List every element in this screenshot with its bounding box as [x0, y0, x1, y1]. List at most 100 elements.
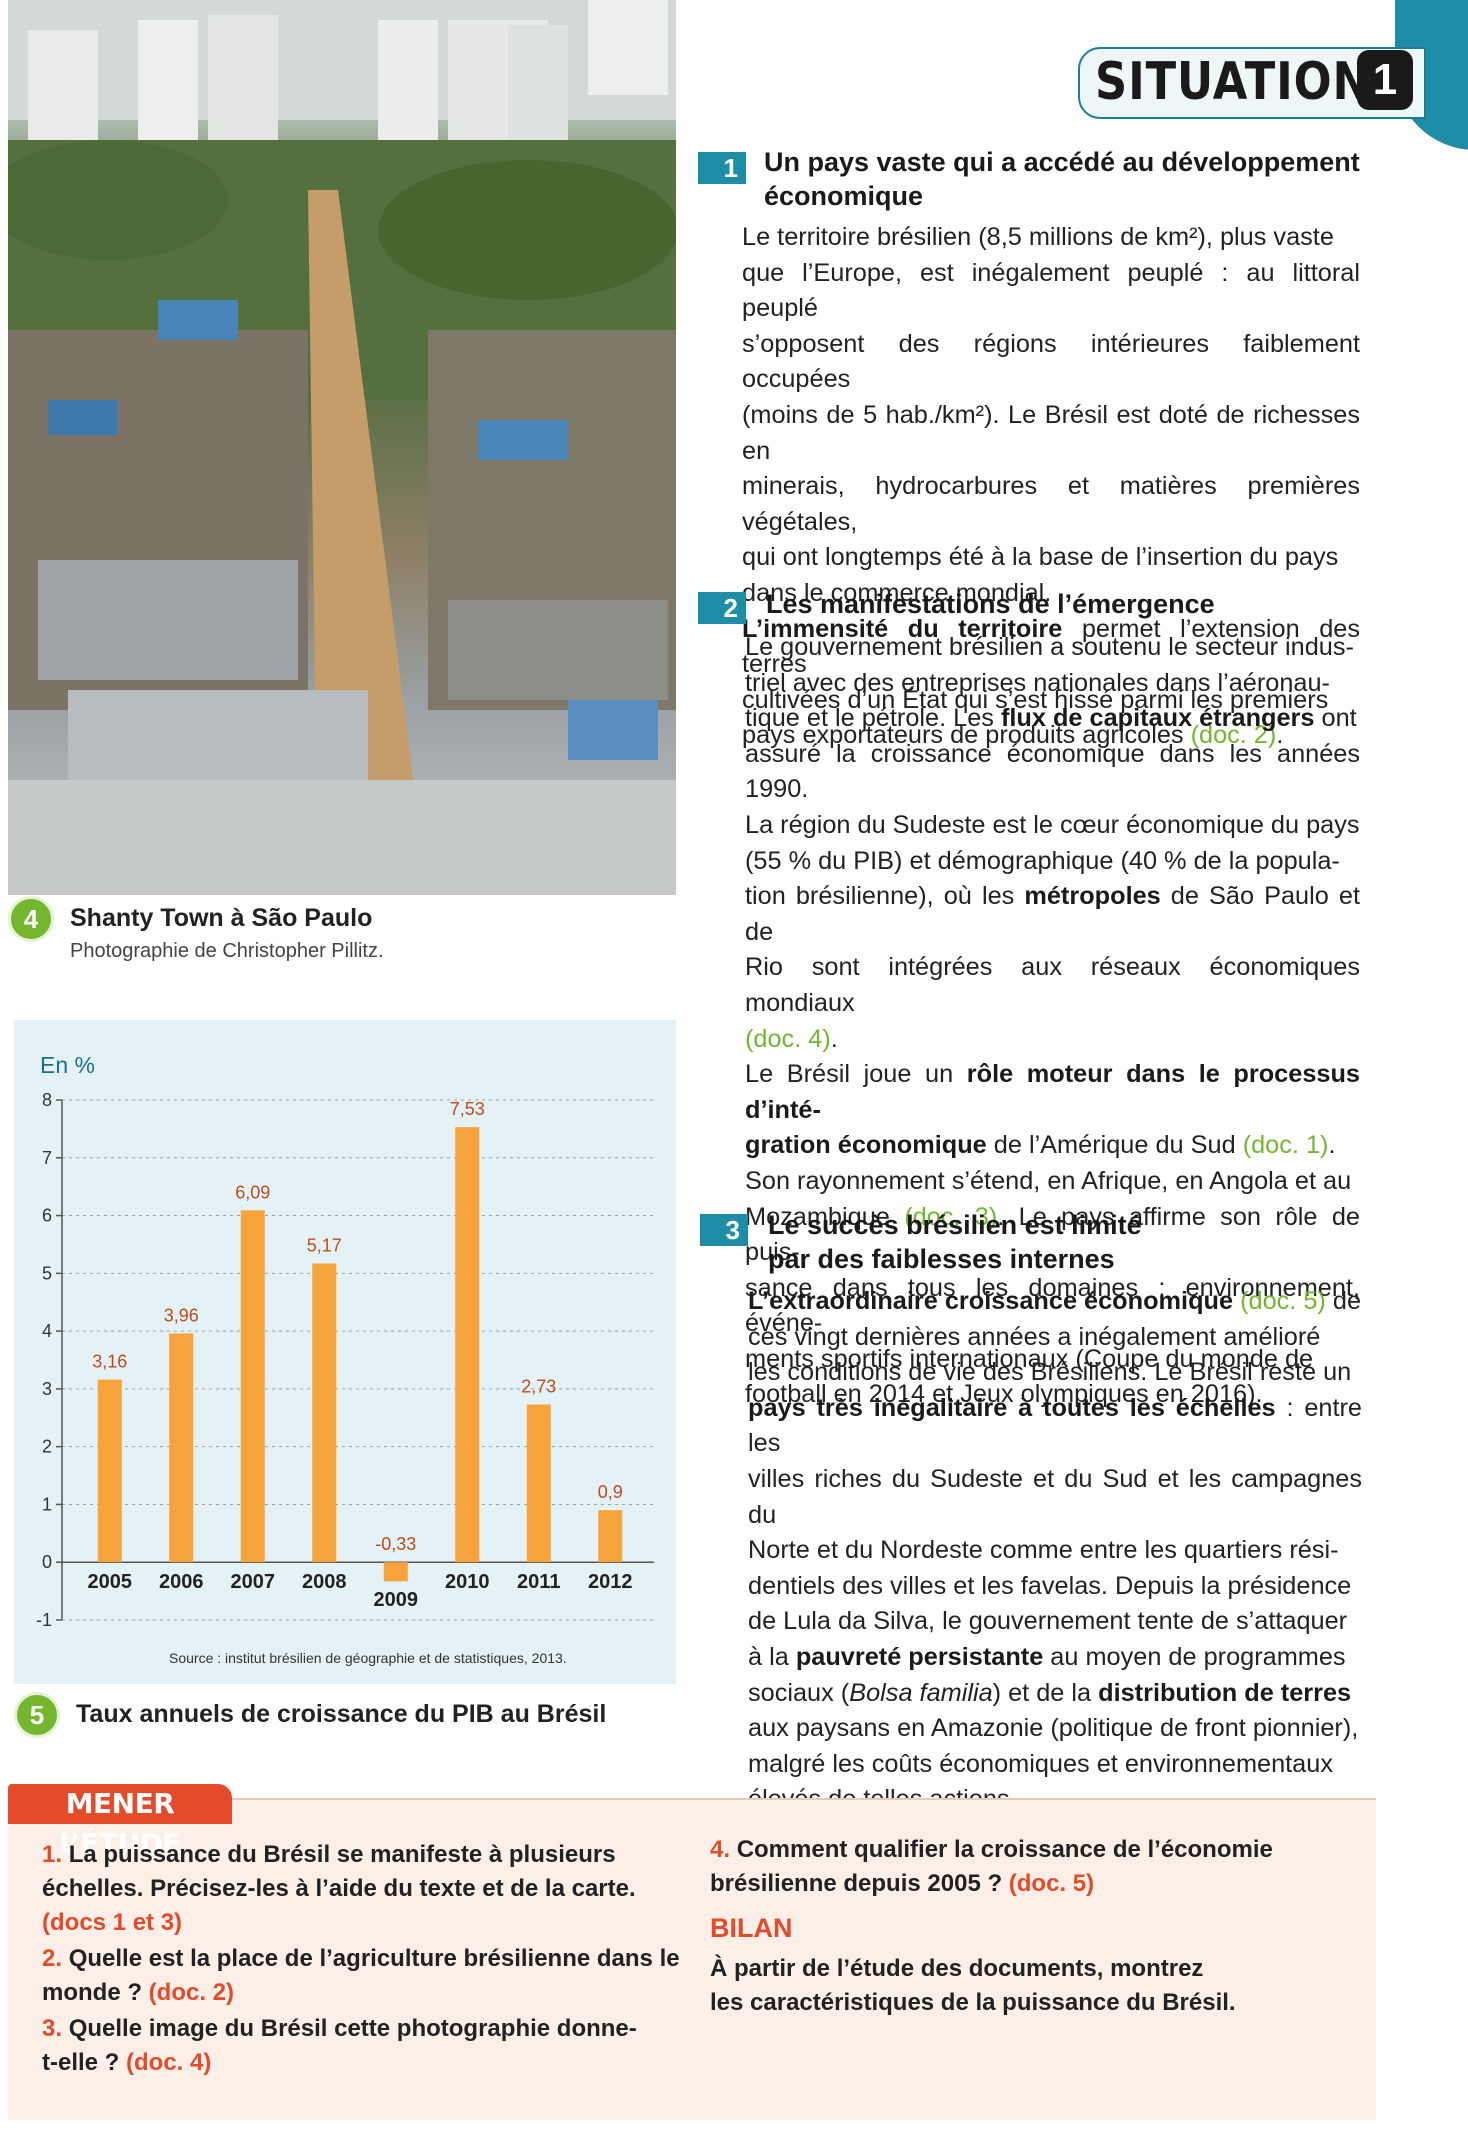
y-tick-label: 2: [42, 1437, 52, 1457]
photo-caption-title: Shanty Town à São Paulo: [70, 904, 373, 932]
bilan-line: À partir de l’étude des documents, montr…: [710, 1955, 1204, 1982]
section-title: Les manifestations de l’émergence: [766, 587, 1215, 621]
text-line: pays exportateurs de produits agricoles …: [742, 721, 1284, 750]
bilan-title: BILAN: [710, 1913, 793, 1943]
y-tick-label: 0: [42, 1552, 52, 1572]
text-line: de Lula da Silva, le gouvernement tente …: [748, 1607, 1348, 1636]
bilan-line: les caractéristiques de la puissance du …: [710, 1989, 1236, 2016]
question-text: La puissance du Brésil se manifeste à pl…: [68, 1841, 616, 1868]
text-line: pays très inégalitaire à toutes les éche…: [748, 1393, 1363, 1458]
question-text: monde ?: [42, 1979, 149, 2006]
question-2: 2. Quelle est la place de l’agriculture …: [42, 1942, 682, 2010]
section-title-line: économique: [764, 181, 924, 211]
text-line: (55 % du PIB) et démographique (40 % de …: [745, 846, 1340, 875]
chart-bar: [526, 1404, 551, 1563]
question-text: brésilienne depuis 2005 ?: [710, 1870, 1009, 1897]
situation-number: 1: [1357, 50, 1413, 110]
section-title: Le succès brésilien est limité par des f…: [768, 1208, 1142, 1276]
questions-right: 4. Comment qualifier la croissance de l’…: [710, 1833, 1350, 2020]
y-tick-label: 8: [42, 1090, 52, 1110]
text-line: Mozambique (doc. 3). Le pays affirme son…: [745, 1202, 1360, 1267]
text-line: L’immensité du territoire permet l’exten…: [742, 614, 1360, 679]
question-text: Quelle image du Brésil cette photographi…: [68, 2015, 637, 2042]
bold-term: distribution de terres: [1098, 1678, 1352, 1707]
section-number: 1: [698, 152, 746, 184]
text-line: les conditions de vie des Brésiliens. Le…: [748, 1358, 1352, 1387]
bar-value-label: 7,53: [450, 1099, 485, 1119]
text-line: football en 2014 et Jeux olympiques en 2…: [745, 1380, 1263, 1409]
text-line: Le Brésil joue un rôle moteur dans le pr…: [745, 1060, 1360, 1124]
text-line: tique et le pétrole. Les flux de capitau…: [745, 704, 1357, 733]
question-ref: (doc. 4): [126, 2049, 212, 2076]
bar-value-label: 3,96: [164, 1305, 199, 1325]
chart-bar: [598, 1510, 623, 1563]
text-line: Norte et du Nordeste comme entre les qua…: [748, 1536, 1339, 1565]
question-ref: (doc. 5): [1008, 1870, 1095, 1897]
text-line: ments sportifs internationaux (Coupe du …: [745, 1344, 1314, 1373]
bilan-text: À partir de l’étude des documents, montr…: [710, 1952, 1350, 2020]
x-tick-label: 2007: [231, 1571, 276, 1593]
question-number: 1.: [42, 1841, 63, 1868]
doc-reference: (doc. 5): [1240, 1287, 1326, 1315]
text-line: sociaux (Bolsa familia) et de la distrib…: [748, 1678, 1352, 1707]
y-tick-label: -1: [36, 1610, 52, 1630]
question-text: Comment qualifier la croissance de l’éco…: [736, 1836, 1273, 1863]
bar-value-label: 0,9: [598, 1482, 623, 1502]
x-tick-label: 2009: [374, 1589, 419, 1611]
text-line: dans le commerce mondial.: [742, 578, 1052, 607]
section-2-body: Le gouvernement brésilien a soutenu le s…: [745, 630, 1360, 1413]
text-line: cultivées d’un État qui s’est hissé parm…: [742, 685, 1329, 714]
bold-term: pays très inégalitaire à toutes les éche…: [748, 1393, 1276, 1422]
section-title: Un pays vaste qui a accédé au développem…: [764, 145, 1360, 213]
y-tick-label: 6: [42, 1206, 52, 1226]
y-tick-label: 5: [42, 1263, 52, 1283]
chart-bar: [169, 1333, 194, 1563]
x-tick-label: 2008: [302, 1571, 347, 1593]
bold-term: flux de capitaux étrangers: [1000, 704, 1315, 733]
section-title-line: par des faiblesses internes: [768, 1244, 1115, 1274]
etude-tab: MENER L’ÉTUDE: [8, 1784, 232, 1860]
bold-term: gration économique: [745, 1131, 987, 1160]
text-line: gration économique de l’Amérique du Sud …: [745, 1131, 1336, 1160]
x-tick-label: 2006: [159, 1571, 204, 1593]
text-line: que l’Europe, est inégalement peuplé : a…: [742, 258, 1360, 323]
text-line: dentiels des villes et les favelas. Depu…: [748, 1571, 1352, 1600]
text-line: triel avec des entreprises nationales da…: [745, 668, 1330, 697]
photo-credit: Photographie de Christopher Pillitz.: [70, 940, 384, 962]
question-ref: (docs 1 et 3): [42, 1909, 183, 1936]
x-tick-label: 2010: [445, 1571, 490, 1593]
x-tick-label: 2012: [588, 1571, 633, 1593]
text-line: malgré les coûts économiques et environn…: [748, 1749, 1333, 1778]
chart-bar: [383, 1562, 408, 1582]
question-number: 3.: [42, 2015, 63, 2042]
bold-term: pauvreté persistante: [795, 1642, 1044, 1671]
bar-value-label: 2,73: [521, 1376, 556, 1396]
x-tick-label: 2011: [517, 1571, 560, 1593]
section-number: 3: [700, 1214, 748, 1246]
etude-box: [8, 1798, 1376, 2120]
section-3-body: L’extraordinaire croissance économique (…: [748, 1284, 1362, 1818]
question-4: 4. Comment qualifier la croissance de l’…: [710, 1833, 1350, 1901]
section-title-line: Le succès brésilien est limité: [768, 1210, 1142, 1240]
y-tick-label: 1: [42, 1494, 52, 1514]
doc-number-badge: 5: [14, 1692, 60, 1738]
bold-term: L’extraordinaire croissance économique: [748, 1287, 1234, 1315]
doc-reference: (doc. 2): [1190, 721, 1277, 750]
question-3: 3. Quelle image du Brésil cette photogra…: [42, 2012, 682, 2080]
text-line: assuré la croissance économique dans les…: [745, 739, 1360, 804]
question-1: 1. La puissance du Brésil se manifeste à…: [42, 1838, 682, 1940]
bar-value-label: 5,17: [307, 1236, 342, 1256]
bold-term: L’immensité du territoire: [742, 614, 1063, 643]
text-line: aux paysans en Amazonie (politique de fr…: [748, 1714, 1359, 1743]
text-line: Rio sont intégrées aux réseaux économiqu…: [745, 953, 1360, 1017]
doc-reference: (doc. 1): [1242, 1131, 1329, 1160]
chart-bar: [455, 1127, 480, 1563]
doc-number-badge: 4: [8, 896, 54, 942]
chart-bar: [240, 1210, 265, 1563]
y-tick-label: 7: [42, 1148, 52, 1168]
text-line: (doc. 4).: [745, 1024, 838, 1053]
bold-term: métropoles: [1024, 882, 1161, 911]
text-line: minerais, hydrocarbures et matières prem…: [742, 472, 1360, 536]
text-line: s’opposent des régions intérieures faibl…: [742, 329, 1360, 394]
section-1-body: Le territoire brésilien (8,5 millions de…: [742, 220, 1360, 754]
